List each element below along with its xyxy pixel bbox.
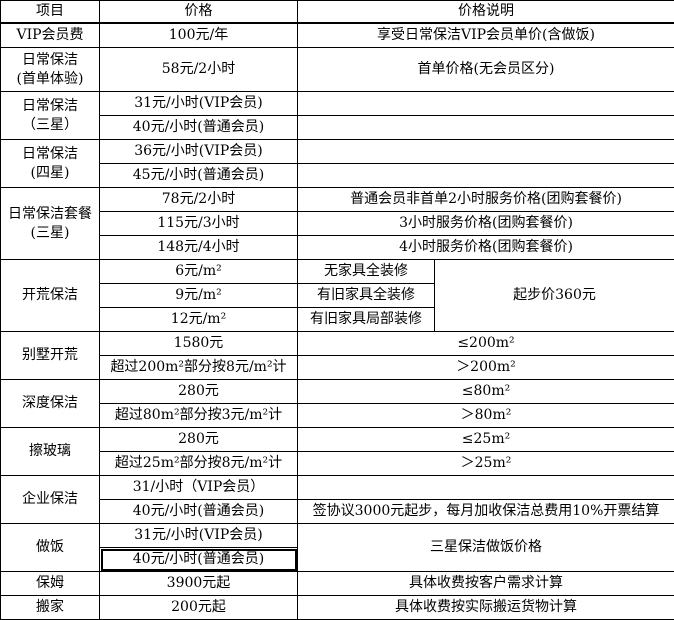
table-cell[interactable]: 具体收费按客户需求计算	[298, 572, 674, 596]
table-cell[interactable]: 享受日常保洁VIP会员单价(含做饭)	[298, 23, 674, 48]
table-cell[interactable]: 115元/3小时	[100, 212, 298, 236]
table-cell[interactable]: 日常保洁 （三星）	[1, 92, 100, 140]
table-cell[interactable]	[298, 92, 674, 116]
table-cell[interactable]: ＞200m²	[298, 356, 674, 380]
table-cell[interactable]: 有旧家具局部装修	[298, 308, 435, 332]
table-cell[interactable]: ≤80m²	[298, 380, 674, 404]
table-row: 40元/小时(普通会员)	[1, 116, 674, 140]
table-cell[interactable]: 普通会员非首单2小时服务价格(团购套餐价)	[298, 188, 674, 212]
table-row: 45元/小时(普通会员)	[1, 164, 674, 188]
table-cell[interactable]: 保姆	[1, 572, 100, 596]
table-cell[interactable]: 280元	[100, 380, 298, 404]
table-row: 超过25m²部分按8元/m²计＞25m²	[1, 452, 674, 476]
table-cell[interactable]: 深度保洁	[1, 380, 100, 428]
table-cell[interactable]: 具体收费按实际搬运货物计算	[298, 596, 674, 620]
table-cell[interactable]: ≤200m²	[298, 332, 674, 356]
table-cell[interactable]: 31元/小时(VIP会员)	[100, 524, 298, 548]
table-cell[interactable]: 签协议3000元起步，每月加收保洁总费用10%开票结算	[298, 500, 674, 524]
table-cell[interactable]: 3900元起	[100, 572, 298, 596]
table-cell[interactable]: ＞80m²	[298, 404, 674, 428]
table-cell[interactable]: 开荒保洁	[1, 260, 100, 332]
table-cell[interactable]: 12元/m²	[100, 308, 298, 332]
table-cell[interactable]: 企业保洁	[1, 476, 100, 524]
header-row: 项目 价格 价格说明	[1, 1, 674, 24]
table-cell[interactable]: 首单价格(无会员区分)	[298, 48, 674, 92]
table-cell[interactable]: 有旧家具全装修	[298, 284, 435, 308]
table-cell[interactable]: 45元/小时(普通会员)	[100, 164, 298, 188]
table-cell[interactable]: 78元/2小时	[100, 188, 298, 212]
table-cell[interactable]: 40元/小时(普通会员)	[100, 500, 298, 524]
table-cell[interactable]: ≤25m²	[298, 428, 674, 452]
table-cell[interactable]: 31元/小时(VIP会员)	[100, 92, 298, 116]
table-row: 40元/小时(普通会员)签协议3000元起步，每月加收保洁总费用10%开票结算	[1, 500, 674, 524]
table-cell[interactable]	[298, 140, 674, 164]
table-row: 日常保洁 (首单体验)58元/2小时首单价格(无会员区分)	[1, 48, 674, 92]
table-cell[interactable]: 搬家	[1, 596, 100, 620]
table-row: 日常保洁套餐 (三星)78元/2小时普通会员非首单2小时服务价格(团购套餐价)	[1, 188, 674, 212]
table-cell[interactable]	[298, 116, 674, 140]
table-cell[interactable]: 3小时服务价格(团购套餐价)	[298, 212, 674, 236]
table-cell[interactable]: 起步价360元	[435, 260, 674, 332]
header-item[interactable]: 项目	[1, 1, 100, 24]
table-cell[interactable]: 40元/小时(普通会员)	[100, 116, 298, 140]
table-cell[interactable]: 1580元	[100, 332, 298, 356]
table-cell[interactable]: 日常保洁 (四星)	[1, 140, 100, 188]
table-cell[interactable]: ＞25m²	[298, 452, 674, 476]
table-row: 超过200m²部分按8元/m²计＞200m²	[1, 356, 674, 380]
table-cell[interactable]: 280元	[100, 428, 298, 452]
selected-cell[interactable]: 40元/小时(普通会员)	[100, 548, 298, 572]
header-price-description[interactable]: 价格说明	[298, 1, 674, 24]
table-cell[interactable]: 9元/m²	[100, 284, 298, 308]
table-cell[interactable]: 擦玻璃	[1, 428, 100, 476]
table-cell[interactable]	[298, 164, 674, 188]
table-cell[interactable]: 无家具全装修	[298, 260, 435, 284]
table-cell[interactable]: 超过200m²部分按8元/m²计	[100, 356, 298, 380]
table-cell[interactable]: VIP会员费	[1, 23, 100, 48]
table-cell[interactable]: 36元/小时(VIP会员)	[100, 140, 298, 164]
table-cell[interactable]: 超过25m²部分按8元/m²计	[100, 452, 298, 476]
table-cell[interactable]: 日常保洁 (首单体验)	[1, 48, 100, 92]
table-cell[interactable]	[298, 476, 674, 500]
table-cell[interactable]: 6元/m²	[100, 260, 298, 284]
table-cell[interactable]: 4小时服务价格(团购套餐价)	[298, 236, 674, 260]
table-cell[interactable]: 做饭	[1, 524, 100, 572]
table-cell[interactable]: 别墅开荒	[1, 332, 100, 380]
table-cell[interactable]: 200元起	[100, 596, 298, 620]
table-cell[interactable]: 148元/4小时	[100, 236, 298, 260]
table-cell[interactable]: 日常保洁套餐 (三星)	[1, 188, 100, 260]
table-row: 日常保洁 （三星）31元/小时(VIP会员)	[1, 92, 674, 116]
table-cell[interactable]: 超过80m²部分按3元/m²计	[100, 404, 298, 428]
table-cell[interactable]: 31/小时（VIP会员）	[100, 476, 298, 500]
table-cell[interactable]: 三星保洁做饭价格	[298, 524, 674, 572]
table-row: 日常保洁 (四星)36元/小时(VIP会员)	[1, 140, 674, 164]
header-price[interactable]: 价格	[100, 1, 298, 24]
table-row: 超过80m²部分按3元/m²计＞80m²	[1, 404, 674, 428]
table-cell[interactable]: 100元/年	[100, 23, 298, 48]
table-cell[interactable]: 58元/2小时	[100, 48, 298, 92]
